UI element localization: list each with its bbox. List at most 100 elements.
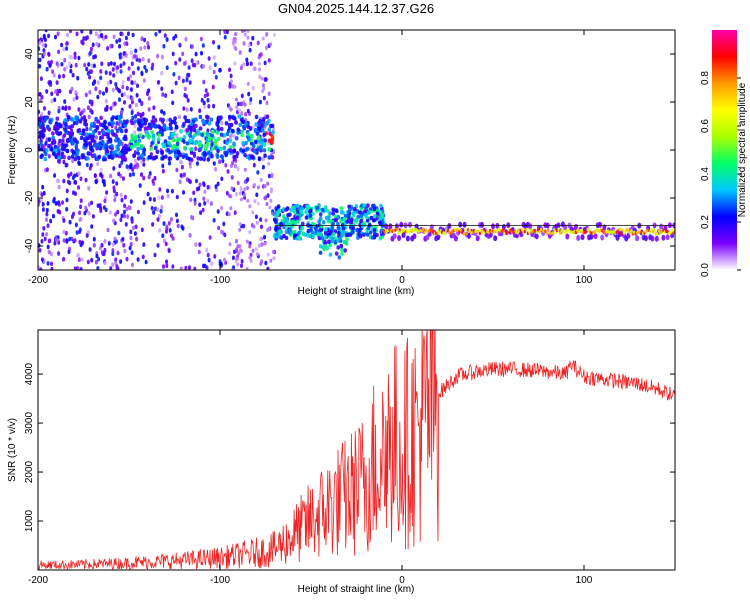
spectrogram-cell [339, 218, 343, 224]
spectrogram-cell [122, 51, 126, 56]
spectrogram-cell [260, 224, 263, 230]
spectrogram-cell [175, 141, 180, 146]
spectrogram-cell [318, 250, 323, 255]
spectrogram-cell [397, 235, 402, 241]
spectrogram-cell [178, 137, 183, 142]
spectrogram-cell [659, 223, 664, 230]
spectrogram-cell [218, 261, 222, 267]
spectrogram-cell [71, 158, 75, 164]
spectrogram-cell [175, 212, 178, 218]
spectrogram-cell [371, 218, 376, 223]
spectrogram-cell [168, 126, 173, 131]
spectrogram-cell [65, 148, 70, 154]
spectrogram-cell [216, 181, 220, 187]
spectrogram-cell [140, 172, 143, 177]
spectrogram-cell [125, 164, 129, 169]
spectrogram-cell [140, 144, 144, 149]
spectrogram-cell [111, 251, 115, 257]
spectrogram-cell [248, 126, 253, 131]
snr-panel: -200 -100 0 100 1000 2000 3000 4000 Height of … [7, 329, 676, 595]
spectrogram-cell [167, 221, 171, 226]
spectrogram-cell [262, 148, 267, 153]
spectrogram-cell [68, 125, 72, 130]
spectrogram-cell [42, 51, 46, 57]
spectrogram-cell [103, 260, 107, 266]
spectrogram-cell [194, 146, 198, 151]
spectrogram-cell [292, 204, 297, 210]
spectrogram-cell [94, 135, 98, 140]
spectrogram-cell [48, 80, 52, 85]
spectrogram-cell [528, 223, 533, 230]
spectrogram-cell [534, 233, 539, 240]
spectrogram-cell [64, 106, 68, 112]
spectrogram-cell [38, 92, 42, 97]
spectrogram-cell [246, 81, 250, 86]
spectrogram-cell [102, 130, 106, 135]
spectrogram-cell [203, 201, 207, 206]
spectrogram-cell [226, 169, 230, 174]
colorbar: 0.0 0.2 0.4 0.6 0.8 Normalized spectral ampl… [700, 30, 748, 277]
spectrogram-cell [207, 257, 211, 263]
spectrogram-cell [178, 152, 182, 158]
spectrogram-cell [260, 120, 264, 125]
spectrogram-cell [251, 143, 256, 149]
spectrogram-cell [243, 32, 247, 37]
spectrogram-cell [51, 69, 55, 74]
spectrogram-cell [170, 119, 175, 125]
spectrogram-cell [252, 162, 256, 168]
spectrogram-cell [74, 116, 79, 122]
spectrogram-cell [467, 232, 471, 239]
spectrogram-cell [123, 213, 126, 219]
spectrogram-cell [160, 86, 164, 92]
spectrogram-cell [366, 210, 371, 215]
spectrogram-cell [54, 237, 58, 242]
spectrogram-cell [248, 255, 252, 260]
spectrogram-cell [276, 210, 281, 215]
spectrogram-cell [257, 139, 262, 144]
spectrogram-cell [212, 55, 216, 60]
spectrogram-cell [203, 104, 207, 110]
spectrogram-cell [465, 231, 468, 236]
spectrogram-cell [468, 228, 471, 233]
spectrogram-cell [198, 147, 203, 152]
spectrogram-cell [79, 135, 84, 141]
spectrogram-cell [246, 132, 251, 137]
spectrogram-cell [147, 155, 152, 160]
spectrogram-cell [99, 122, 102, 127]
spectrogram-cell [225, 190, 229, 196]
y-tick-label: 0 [24, 147, 35, 153]
spectrogram-cell [245, 61, 249, 67]
spectrogram-cell [107, 121, 112, 127]
spectrogram-cell [102, 91, 105, 96]
spectrogram-cell [547, 228, 550, 232]
spectrogram-cell [254, 114, 259, 120]
spectrogram-cell [669, 231, 672, 235]
spectrogram-cell [80, 30, 84, 34]
spectrogram-cell [92, 63, 96, 69]
spectrogram-cell [54, 201, 58, 206]
spectrogram-cell [143, 37, 147, 43]
spectrogram-cell [91, 42, 95, 48]
spectrogram-cell [105, 190, 109, 195]
spectrogram-cell [222, 221, 226, 227]
spectrogram-cell [239, 66, 243, 71]
spectrogram-cell [126, 214, 130, 219]
spectrogram-cell [318, 227, 323, 232]
spectrogram-cell [185, 77, 189, 83]
spectrogram-cell [160, 109, 164, 114]
spectrogram-cell [57, 184, 61, 190]
spectrogram-cell [96, 266, 100, 270]
spectrogram-cell [253, 149, 257, 154]
spectrogram-cell [210, 261, 214, 267]
spectrogram-cell [233, 61, 237, 66]
spectrogram-cell [257, 156, 262, 161]
spectrogram-cell [134, 102, 138, 108]
spectrogram-cell [168, 160, 171, 166]
spectrogram-cell [267, 118, 271, 124]
spectrogram-cell [274, 225, 279, 231]
spectrogram-cell [161, 92, 165, 97]
spectrogram-cell [225, 131, 230, 137]
spectrogram-cell [61, 138, 65, 143]
spectrogram-cell [160, 195, 164, 200]
